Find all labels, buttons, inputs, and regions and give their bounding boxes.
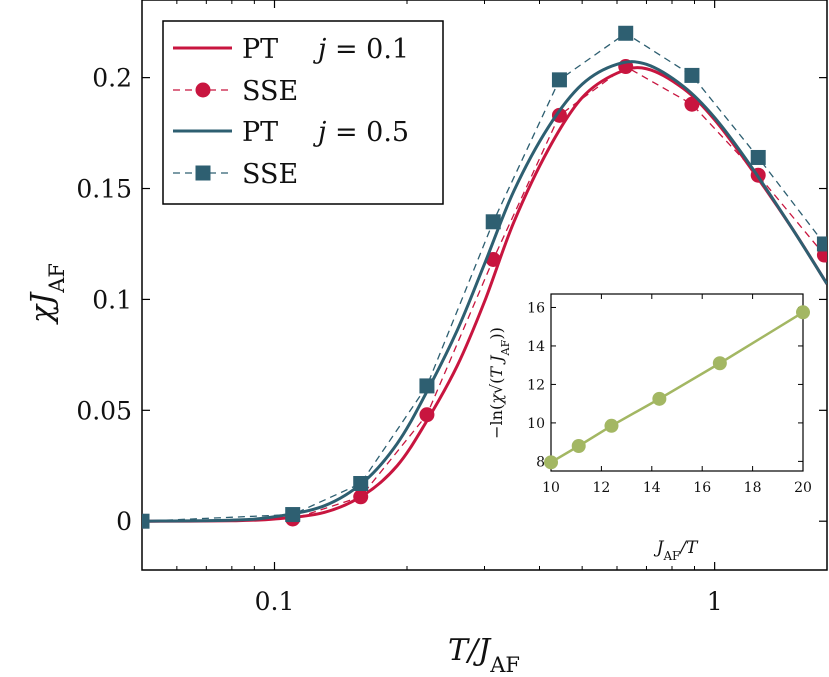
inset-series-layer bbox=[544, 305, 810, 470]
y-axis-label: χJAF bbox=[25, 263, 69, 325]
inset-data-point bbox=[604, 418, 619, 433]
data-point-circle bbox=[485, 251, 501, 267]
data-point-square bbox=[684, 67, 700, 83]
legend-entry: SSE bbox=[173, 76, 298, 107]
x-tick-label: 0.1 bbox=[255, 587, 295, 616]
inset-background bbox=[551, 294, 803, 471]
inset-x-tick-label: 10 bbox=[542, 480, 560, 496]
inset-x-axis-label: JAF/T bbox=[654, 538, 699, 563]
main-x-minor-ticks bbox=[176, 0, 696, 570]
legend-entry: SSE bbox=[173, 159, 298, 190]
inset-data-point bbox=[544, 455, 558, 470]
data-point-square bbox=[285, 507, 301, 523]
inset-data-point bbox=[652, 391, 667, 406]
main-y-ticks: 0 0.05 0.1 0.15 0.2 bbox=[76, 64, 827, 536]
legend-entry: PT j = 0.1 bbox=[173, 34, 409, 65]
inset-series-0 bbox=[544, 305, 810, 470]
legend-entry: PT j = 0.5 bbox=[173, 117, 409, 148]
data-point-square bbox=[142, 513, 150, 529]
legend-swatch-marker bbox=[195, 82, 211, 98]
series-line bbox=[142, 65, 825, 522]
data-point-square bbox=[618, 25, 634, 41]
inset-x-ticks: 10 12 14 16 18 20 bbox=[542, 294, 812, 496]
y-tick-label: 0.1 bbox=[92, 285, 132, 314]
data-point-square bbox=[485, 214, 501, 230]
inset-y-ticks: 8 10 12 14 16 bbox=[527, 300, 803, 470]
inset-data-point bbox=[712, 356, 727, 371]
data-point-square bbox=[750, 149, 766, 165]
inset-x-tick-label: 14 bbox=[643, 480, 661, 496]
inset-x-tick-label: 18 bbox=[744, 480, 762, 496]
inset-x-tick-label: 16 bbox=[693, 480, 711, 496]
legend-label: SSE bbox=[242, 159, 298, 190]
legend-swatch-marker bbox=[195, 165, 211, 181]
data-point-circle bbox=[684, 96, 700, 112]
series-2-pt bbox=[142, 60, 827, 523]
inset-frame bbox=[550, 293, 804, 472]
legend-note: j = 0.5 bbox=[313, 117, 409, 148]
inset-y-tick-label: 10 bbox=[527, 416, 545, 432]
main-x-ticks: 0.1 1 bbox=[255, 0, 723, 616]
inset-x-tick-label: 12 bbox=[592, 480, 610, 496]
data-point-square bbox=[353, 476, 369, 492]
data-point-square bbox=[816, 236, 827, 252]
series-3-sse bbox=[142, 25, 827, 529]
y-tick-label: 0.05 bbox=[76, 396, 132, 425]
legend-label: PT bbox=[242, 117, 278, 148]
data-point-circle bbox=[419, 407, 435, 423]
inset-data-point bbox=[796, 305, 810, 320]
inset-y-tick-label: 14 bbox=[527, 339, 545, 355]
x-tick-label: 1 bbox=[707, 587, 723, 616]
y-tick-label: 0 bbox=[116, 507, 132, 536]
x-axis-label: T/JAF bbox=[448, 633, 520, 677]
series-line bbox=[142, 60, 827, 523]
y-tick-label: 0.2 bbox=[92, 64, 132, 93]
data-point-square bbox=[551, 72, 567, 88]
legend-label: SSE bbox=[242, 76, 298, 107]
main-series-layer bbox=[142, 25, 827, 529]
legend: PT j = 0.1 SSE PT j = 0.5 SSE bbox=[162, 20, 444, 205]
legend-note: j = 0.1 bbox=[313, 34, 409, 65]
inset-y-tick-label: 8 bbox=[536, 454, 545, 470]
inset-x-tick-label: 20 bbox=[794, 480, 812, 496]
data-point-circle bbox=[551, 107, 567, 123]
data-point-circle bbox=[353, 489, 369, 505]
series-line bbox=[142, 32, 825, 522]
inset-data-point bbox=[571, 438, 586, 453]
y-tick-label: 0.15 bbox=[76, 175, 132, 204]
inset-y-axis-label: −ln(χ√(T JAF)) bbox=[487, 327, 512, 439]
inset-y-tick-label: 12 bbox=[527, 377, 545, 393]
legend-label: PT bbox=[242, 34, 278, 65]
data-point-square bbox=[419, 378, 435, 394]
inset-y-tick-label: 16 bbox=[527, 300, 545, 316]
